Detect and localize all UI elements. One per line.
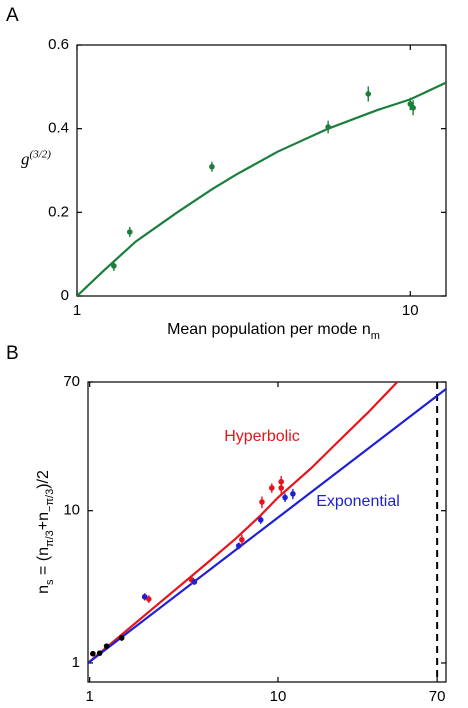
data-point xyxy=(278,478,284,485)
fit-curve xyxy=(88,388,446,664)
fit-curve xyxy=(77,81,446,296)
axis-label: ns = (nπ/3+n−π/3)/2 xyxy=(35,470,56,594)
data-point xyxy=(191,579,198,585)
data-point xyxy=(235,543,242,549)
x-tick-label: 70 xyxy=(429,688,446,705)
data-point xyxy=(209,163,215,170)
y-tick-label: 0.2 xyxy=(48,203,69,220)
data-point xyxy=(268,485,275,491)
axis-label: g(3/2) xyxy=(21,148,51,168)
data-point xyxy=(111,263,117,269)
label-part: s xyxy=(44,579,56,585)
y-tick-label: 10 xyxy=(63,502,80,519)
axis-label: Mean population per mode nm xyxy=(167,321,380,342)
label-part: π/3 xyxy=(44,530,56,547)
y-tick-label: 0 xyxy=(61,287,69,304)
data-point xyxy=(282,494,288,501)
label-part: )/2 xyxy=(35,470,52,489)
data-point xyxy=(410,104,416,111)
label-part: Mean population per mode n xyxy=(167,321,371,338)
y-tick-label: 1 xyxy=(72,654,80,671)
y-tick-label: 0.4 xyxy=(48,120,69,137)
panel-letter: B xyxy=(6,343,19,364)
fit-curve xyxy=(88,382,399,664)
data-point xyxy=(90,650,96,657)
data-point xyxy=(365,91,372,97)
data-point xyxy=(257,517,264,523)
label-part: +n xyxy=(35,512,52,530)
label-part: m xyxy=(371,330,380,342)
label-part: g xyxy=(21,149,30,168)
data-point xyxy=(118,635,125,641)
data-point xyxy=(259,499,265,505)
data-point xyxy=(103,643,110,649)
data-point xyxy=(278,485,284,491)
plot-frame xyxy=(76,44,447,297)
curve-label: Hyperbolic xyxy=(224,428,300,445)
data-point xyxy=(96,650,103,656)
y-tick-label: 70 xyxy=(63,373,80,390)
x-tick-label: 10 xyxy=(270,688,287,705)
label-part: (3/2) xyxy=(30,148,52,160)
curve-label: Exponential xyxy=(316,493,400,510)
x-tick-label: 10 xyxy=(402,302,419,319)
data-point xyxy=(325,124,331,130)
label-part: n xyxy=(35,585,52,594)
plot-frame xyxy=(87,381,447,683)
y-tick-label: 0.6 xyxy=(48,36,69,53)
label-part: −π/3 xyxy=(44,489,56,512)
data-point xyxy=(141,593,148,600)
data-point xyxy=(290,491,296,497)
x-tick-label: 1 xyxy=(85,688,93,705)
data-point xyxy=(239,536,245,543)
label-part: = (n xyxy=(35,547,52,579)
x-tick-label: 1 xyxy=(73,302,81,319)
panel-letter: A xyxy=(6,5,19,26)
data-point xyxy=(126,229,133,235)
